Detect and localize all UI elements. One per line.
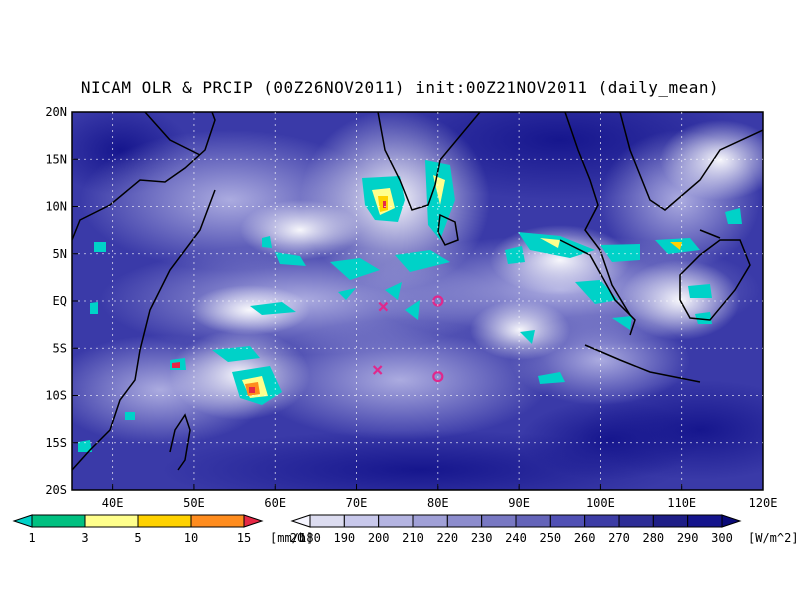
precip-tick-label: 15: [237, 531, 251, 545]
lon-tick-label: 120E: [749, 496, 778, 510]
precip-swatch: [137, 514, 192, 528]
lat-tick-label: 20S: [45, 483, 67, 497]
olr-tick-label: 260: [574, 531, 596, 545]
lon-tick-label: 70E: [346, 496, 368, 510]
lon-tick-label: 100E: [586, 496, 615, 510]
olr-swatch: [515, 514, 551, 528]
precip-tick-label: 5: [134, 531, 141, 545]
olr-swatch: [378, 514, 414, 528]
olr-tick-label: 300: [711, 531, 733, 545]
precip-tick-label: 10: [184, 531, 198, 545]
precip-swatch: [12, 514, 33, 528]
olr-tick-label: 210: [402, 531, 424, 545]
coastlines: [72, 112, 763, 471]
precip-swatch: [31, 514, 86, 528]
lon-tick-label: 80E: [427, 496, 449, 510]
storm-x-stroke: [378, 301, 389, 312]
olr-tick-label: 180: [299, 531, 321, 545]
lat-tick-label: 10N: [45, 200, 67, 214]
lat-tick-label: 15S: [45, 436, 67, 450]
olr-tick-label: 240: [505, 531, 527, 545]
storm-circle-marker: [432, 371, 444, 383]
precip-swatch: [190, 514, 245, 528]
precip-swatch: [243, 514, 264, 528]
precip-tick-label: 3: [81, 531, 88, 545]
lon-tick-label: 60E: [264, 496, 286, 510]
precip-tick-label: 1: [28, 531, 35, 545]
olr-swatch: [618, 514, 654, 528]
chart-title: NICAM OLR & PRCIP (00Z26NOV2011) init:00…: [80, 78, 720, 97]
olr-swatch: [343, 514, 380, 528]
olr-tick-label: 220: [436, 531, 458, 545]
lat-tick-label: 10S: [45, 389, 67, 403]
lon-tick-label: 40E: [102, 496, 124, 510]
storm-x-marker: [372, 365, 383, 375]
olr-tick-label: 200: [368, 531, 390, 545]
lon-tick-label: 90E: [508, 496, 530, 510]
olr-tick-label: 250: [539, 531, 561, 545]
storm-x-marker: [378, 301, 389, 312]
colorbar-unit: [mm/h]: [270, 531, 313, 545]
olr-swatch: [721, 514, 742, 528]
storm-x-stroke: [372, 365, 383, 375]
lat-tick-label: 15N: [45, 152, 67, 166]
olr-swatch: [290, 514, 311, 528]
precip-colorbar: 1 3 5 10 15 20[mm/h]: [12, 514, 313, 545]
precipitation-patches: [78, 160, 742, 452]
olr-swatch: [309, 514, 345, 528]
gridlines: [72, 112, 763, 490]
olr-swatch: [687, 514, 723, 528]
lat-tick-label: 5S: [53, 341, 67, 355]
lon-tick-label: 110E: [667, 496, 696, 510]
axis-labels: 40E 50E 60E 70E 80E 90E 100E 110E 120E 20N 15N 10N 5…: [45, 105, 777, 510]
lat-tick-label: 5N: [53, 247, 67, 261]
lat-tick-label: 20N: [45, 105, 67, 119]
colorbar-unit: [W/m^2]: [748, 531, 799, 545]
olr-swatch: [652, 514, 689, 528]
olr-swatch: [412, 514, 448, 528]
olr-tick-label: 290: [677, 531, 699, 545]
olr-swatch: [446, 514, 483, 528]
olr-swatch: [481, 514, 517, 528]
olr-tick-label: 190: [333, 531, 355, 545]
olr-tick-label: 230: [471, 531, 493, 545]
olr-swatch: [549, 514, 586, 528]
olr-tick-label: 270: [608, 531, 630, 545]
lon-tick-label: 50E: [183, 496, 205, 510]
olr-colorbar: 180 190 200 210 220 230 240 250 260 270 280 290 300 […: [290, 514, 799, 545]
precip-tick-label: 20: [290, 531, 304, 545]
lat-tick-label: EQ: [53, 294, 67, 308]
plot-area: [72, 112, 763, 490]
olr-swatch: [584, 514, 620, 528]
olr-cloud-bands: [72, 112, 763, 445]
olr-tick-label: 280: [642, 531, 664, 545]
precip-swatch: [84, 514, 139, 528]
